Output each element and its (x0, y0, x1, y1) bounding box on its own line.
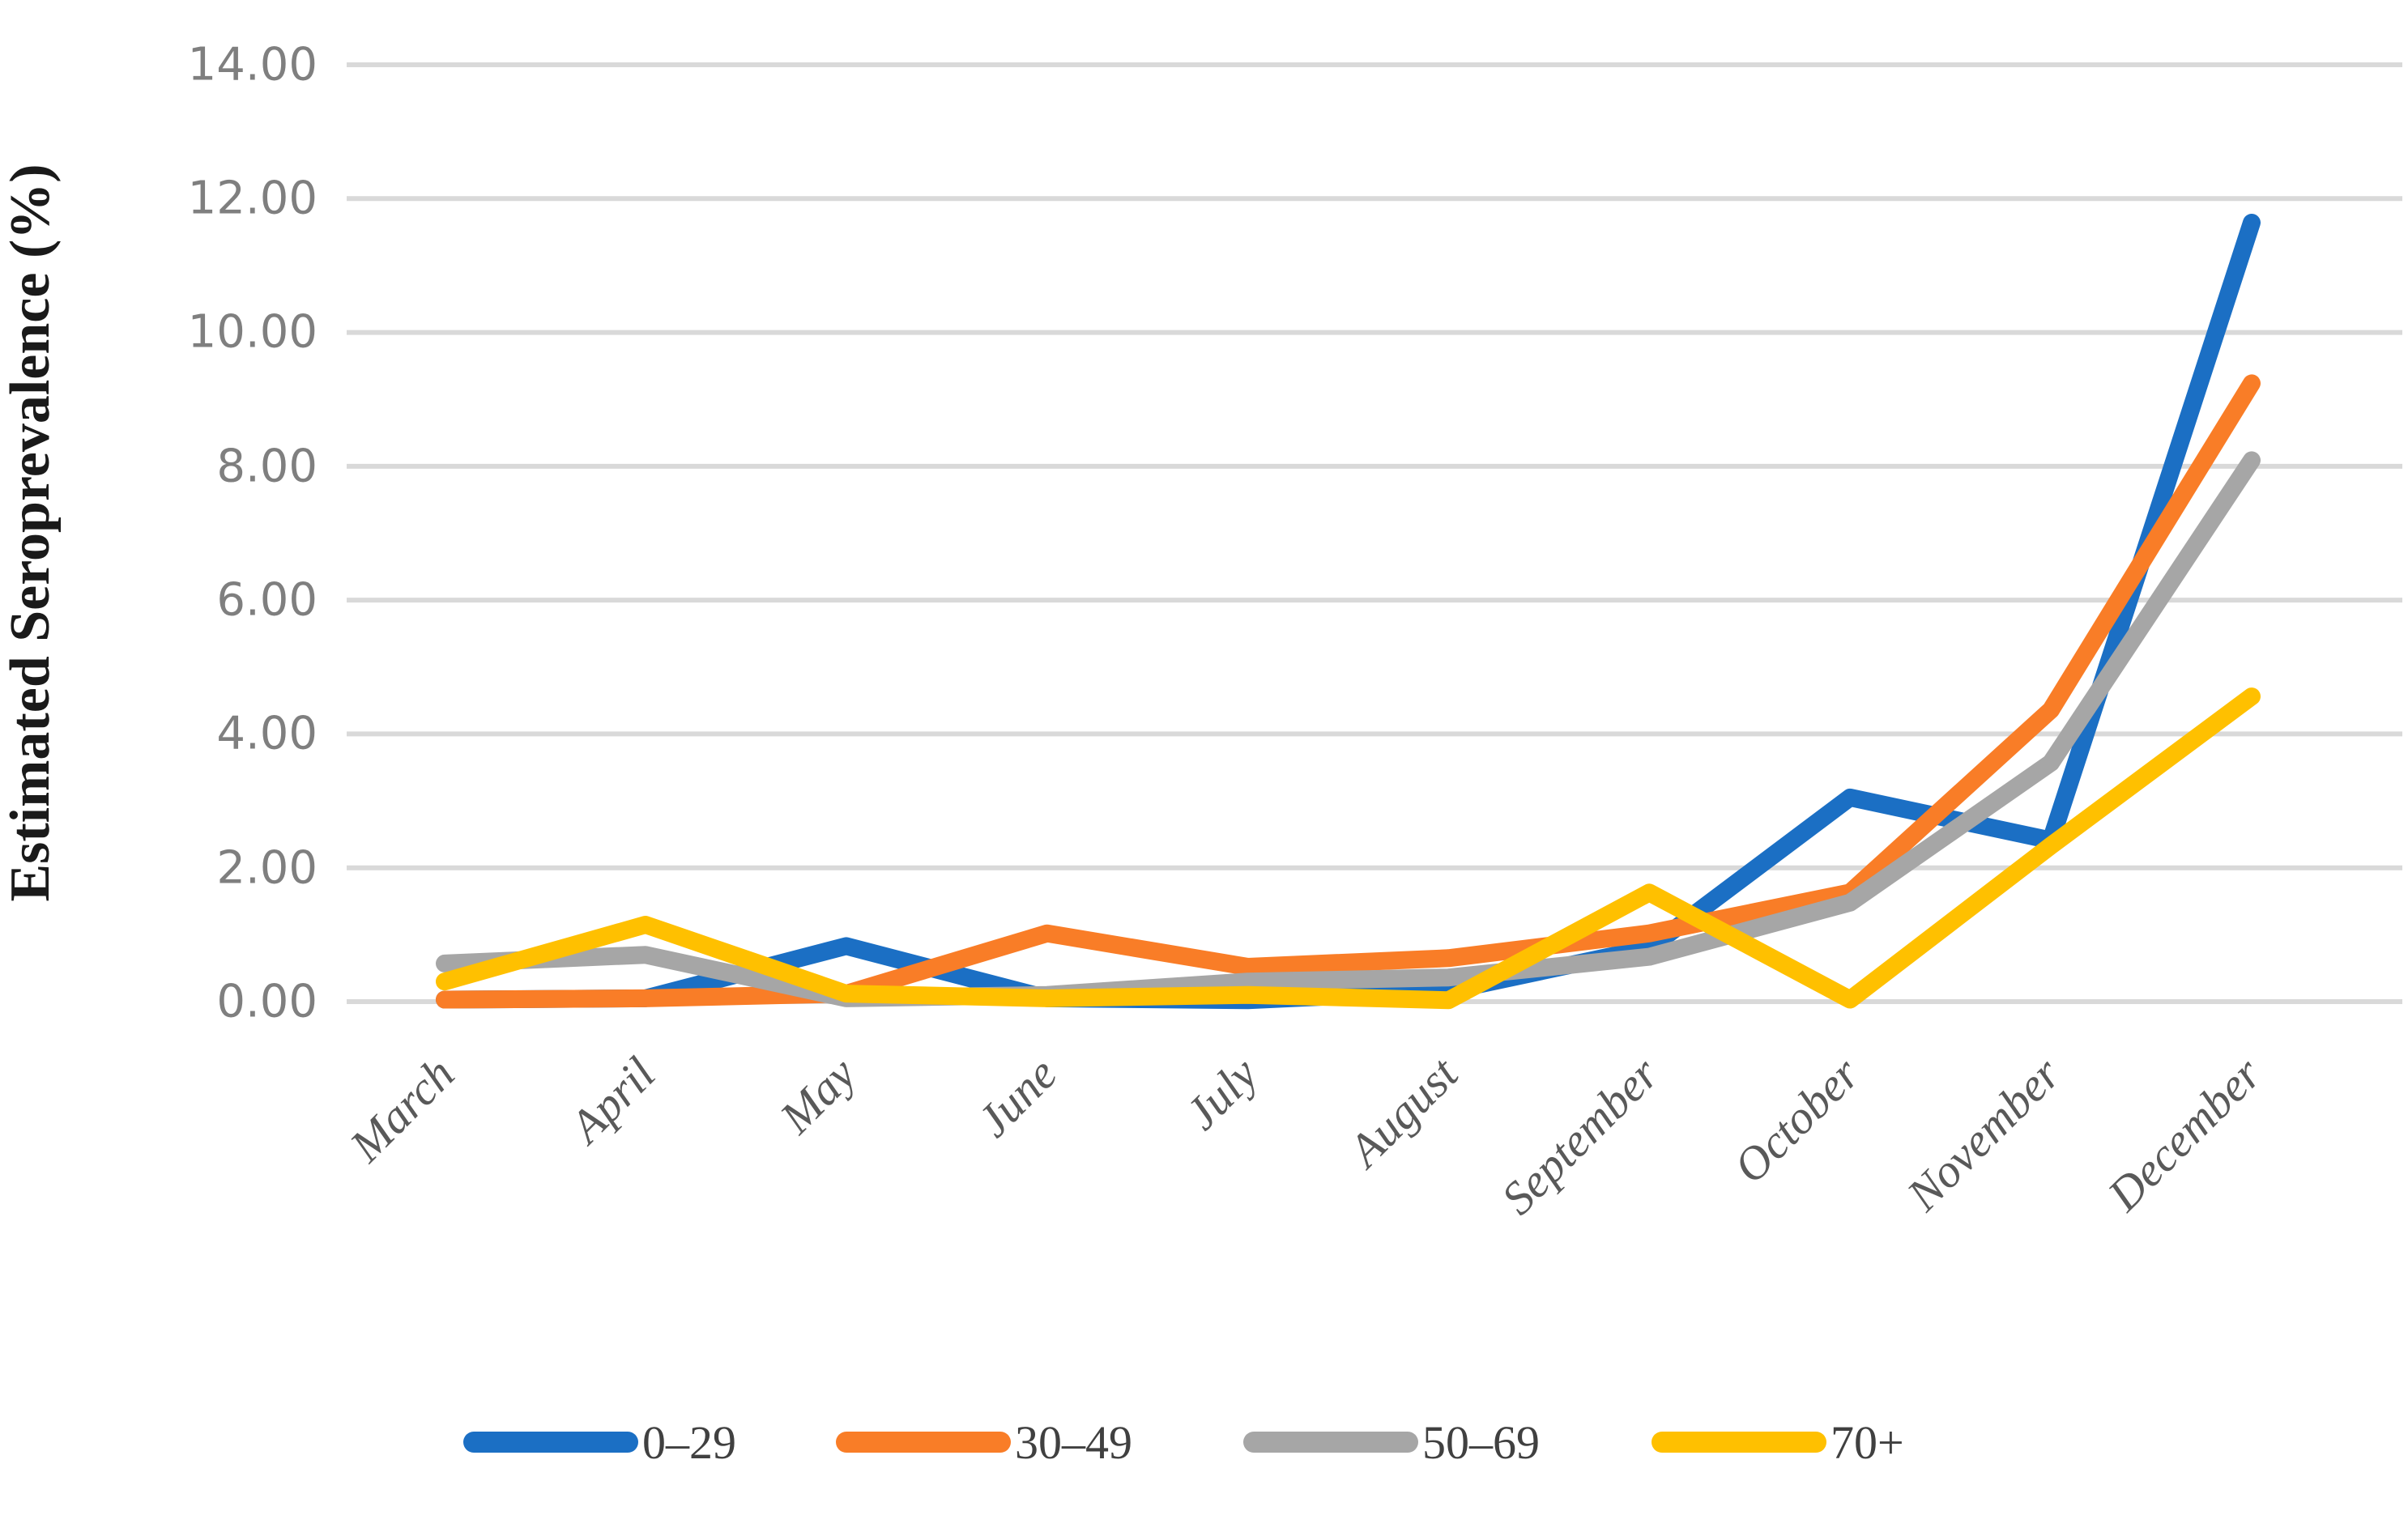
series-line-70+ (436, 687, 2261, 1010)
x-tick-label: October (1724, 1047, 1870, 1194)
x-tick-label: September (1491, 1047, 1669, 1224)
series-line-50–69 (436, 451, 2261, 1007)
legend-item-label: 30–49 (1015, 1416, 1132, 1469)
x-tick-label: April (557, 1047, 665, 1155)
x-tick-label: December (2097, 1047, 2271, 1221)
y-tick-label: 6.00 (216, 574, 318, 627)
x-tick-label: August (1336, 1046, 1468, 1179)
series-line-30–49 (436, 374, 2261, 1009)
legend-item-label: 70+ (1831, 1416, 1904, 1469)
x-tick-label: March (339, 1047, 464, 1172)
legend-item-label: 50–69 (1422, 1416, 1540, 1469)
series-lines (436, 214, 2261, 1010)
x-tick-label: June (967, 1047, 1067, 1147)
y-tick-label: 8.00 (216, 440, 318, 493)
series-line-0–29 (436, 214, 2261, 1010)
legend-item: 30–49 (836, 1416, 1132, 1469)
gridlines (347, 62, 2402, 1004)
legend-item: 0–29 (463, 1416, 736, 1469)
legend-item: 70+ (1652, 1416, 1904, 1469)
y-tick-label: 12.00 (188, 172, 318, 225)
x-tick-label: November (1896, 1047, 2071, 1222)
x-axis-tick-labels: March April May June July August Septemb… (339, 1046, 2272, 1224)
y-tick-label: 2.00 (216, 842, 318, 895)
legend-item-label: 0–29 (642, 1416, 736, 1469)
y-axis-title: Estimated Seroprevalence (%) (0, 164, 62, 901)
y-tick-label: 0.00 (216, 976, 318, 1028)
x-tick-label: May (769, 1047, 867, 1144)
x-tick-label: July (1175, 1047, 1268, 1139)
y-tick-label: 14.00 (188, 39, 318, 91)
legend: 0–29 30–49 50–69 70+ (463, 1416, 1904, 1469)
y-tick-label: 4.00 (216, 708, 318, 760)
legend-item: 50–69 (1243, 1416, 1540, 1469)
y-axis-tick-labels: 14.00 12.00 10.00 8.00 6.00 4.00 2.00 0.… (188, 39, 318, 1028)
y-tick-label: 10.00 (188, 306, 318, 359)
